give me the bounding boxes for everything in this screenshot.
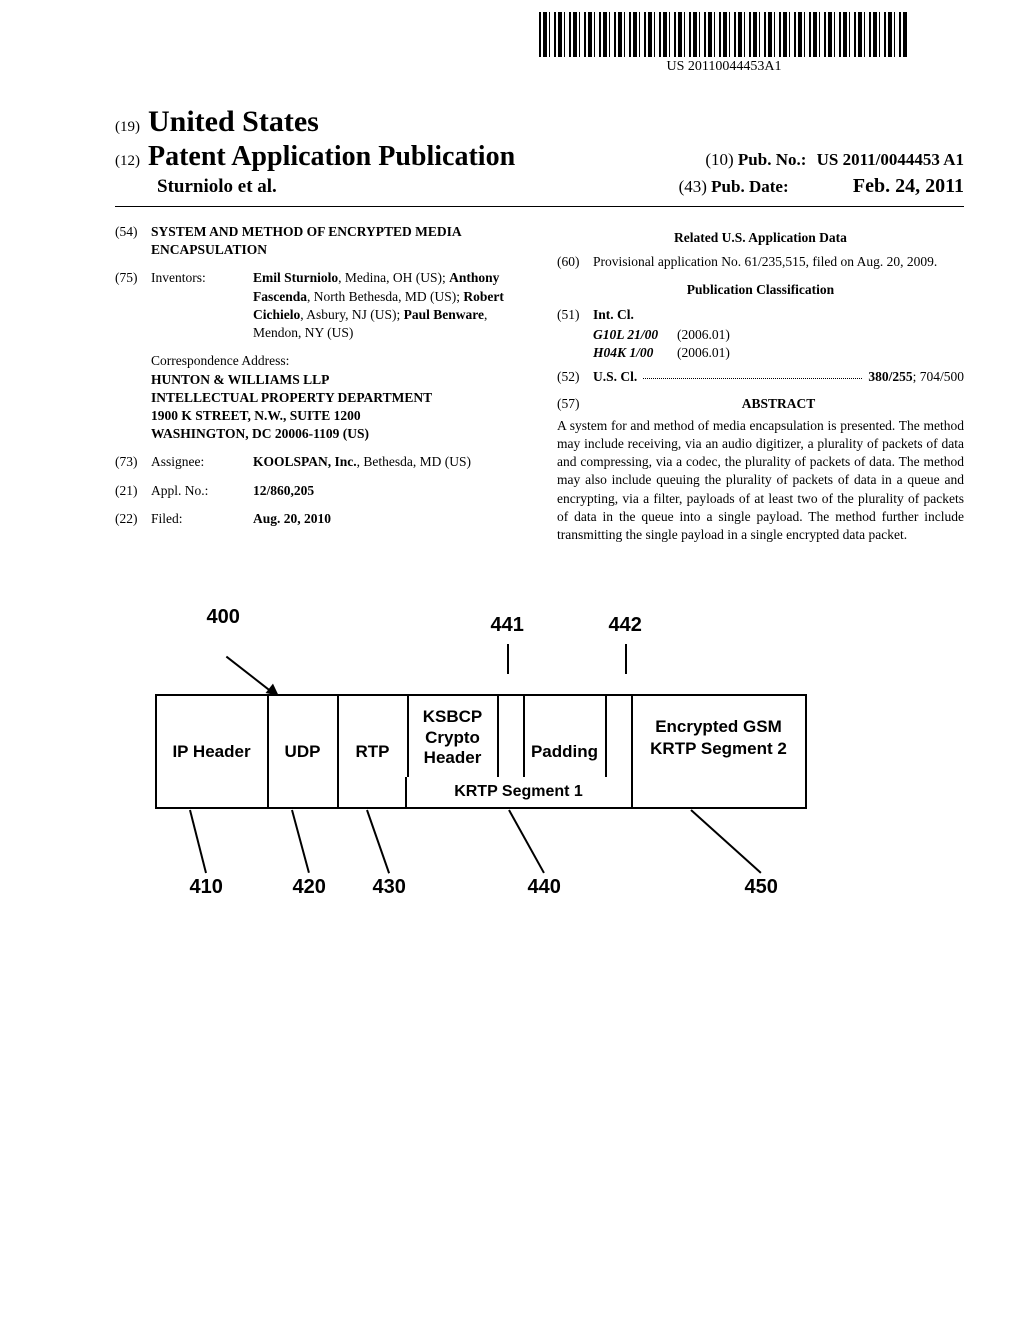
intcl-1-ver: (2006.01) [677, 326, 730, 344]
pub-no-label: Pub. No.: [738, 150, 806, 169]
lead-line-2 [366, 810, 390, 874]
header: (19) United States (12) Patent Applicati… [115, 105, 964, 207]
appl-no: 12/860,205 [253, 482, 522, 500]
lead-line-1 [291, 810, 310, 874]
corr-1: HUNTON & WILLIAMS LLP [151, 371, 522, 389]
appl-label: Appl. No.: [151, 482, 253, 500]
packet-box-2: RTP [339, 696, 409, 807]
filed-code: (22) [115, 510, 151, 528]
pub-date-line: (43) Pub. Date: Feb. 24, 2011 [679, 175, 964, 198]
authors: Sturniolo et al. [115, 176, 277, 198]
tick-442 [625, 644, 627, 674]
intcl-label: Int. Cl. [593, 306, 634, 324]
fig-label-441: 441 [491, 614, 524, 637]
pub-date: Feb. 24, 2011 [853, 175, 964, 197]
packet-box-0: IP Header [157, 696, 269, 807]
figure-wrap: 400 441 442 IP HeaderUDPRTPKSBCP Crypto … [115, 614, 964, 924]
lead-line-0 [189, 810, 207, 873]
intcl-2-ver: (2006.01) [677, 344, 730, 362]
lead-line-3 [508, 810, 545, 874]
assignee-label: Assignee: [151, 453, 253, 471]
right-col: Related U.S. Application Data (60) Provi… [557, 223, 964, 544]
assignee-code: (73) [115, 453, 151, 471]
lead-line-4 [690, 810, 761, 874]
tick-441 [507, 644, 509, 674]
intcl-1: G10L 21/00 [557, 326, 677, 344]
related-code: (60) [557, 253, 593, 271]
uscl-values: 380/255; 704/500 [868, 368, 964, 386]
appl-code: (21) [115, 482, 151, 500]
pub-type-line: (12) Patent Application Publication [115, 141, 515, 173]
fig-label-440: 440 [528, 876, 561, 899]
pub-date-label: Pub. Date: [711, 177, 788, 196]
pub-type: Patent Application Publication [148, 141, 515, 172]
krtp-seg1-label: KRTP Segment 1 [454, 783, 583, 801]
uscl-code: (52) [557, 368, 593, 386]
fig-label-400: 400 [207, 606, 240, 629]
correspondence: Correspondence Address: HUNTON & WILLIAM… [151, 352, 522, 443]
uscl-bold: 380/255 [868, 369, 912, 384]
pub-no-line: (10) Pub. No.: US 2011/0044453 A1 [705, 150, 964, 170]
pub-no: US 2011/0044453 A1 [817, 150, 964, 169]
corr-3: 1900 K STREET, N.W., SUITE 1200 [151, 407, 522, 425]
fig-label-410: 410 [190, 876, 223, 899]
figure: 400 441 442 IP HeaderUDPRTPKSBCP Crypto … [155, 614, 955, 924]
fig-label-430: 430 [373, 876, 406, 899]
inventors-body: Emil Sturniolo, Medina, OH (US); Anthony… [253, 269, 522, 342]
abstract-heading: ABSTRACT [593, 395, 964, 413]
corr-4: WASHINGTON, DC 20006-1109 (US) [151, 425, 522, 443]
title-code: (54) [115, 223, 151, 259]
packet-box-1: UDP [269, 696, 339, 807]
inventors-code: (75) [115, 269, 151, 342]
uscl-rest: ; 704/500 [913, 369, 964, 384]
inventors-label: Inventors: [151, 269, 253, 342]
barcode-text: US 20110044453A1 [539, 59, 909, 75]
classification-heading: Publication Classification [557, 281, 964, 299]
uscl-dots [643, 364, 862, 378]
intcl-2: H04K 1/00 [557, 344, 677, 362]
packet-box-3: KSBCP Crypto Header [409, 696, 499, 779]
corr-label: Correspondence Address: [151, 352, 522, 370]
left-col: (54) SYSTEM AND METHOD OF ENCRYPTED MEDI… [115, 223, 522, 544]
fig-label-450: 450 [745, 876, 778, 899]
abstract-code: (57) [557, 395, 593, 413]
fig-label-442: 442 [609, 614, 642, 637]
corr-2: INTELLECTUAL PROPERTY DEPARTMENT [151, 389, 522, 407]
related-body: Provisional application No. 61/235,515, … [593, 253, 964, 271]
packet-box-7: Encrypted GSM KRTP Segment 2 [633, 696, 805, 779]
divider [115, 206, 964, 207]
country: United States [148, 105, 319, 138]
pub-no-code: (10) [705, 150, 733, 169]
columns: (54) SYSTEM AND METHOD OF ENCRYPTED MEDI… [115, 223, 964, 544]
uscl-label: U.S. Cl. [593, 368, 637, 386]
krtp-seg1: KRTP Segment 1 [405, 777, 633, 809]
country-code: (19) [115, 119, 140, 135]
inventors-names: Emil Sturniolo, Medina, OH (US); Anthony… [253, 270, 504, 340]
filed-date: Aug. 20, 2010 [253, 510, 522, 528]
pub-code: (12) [115, 153, 140, 169]
pub-date-code: (43) [679, 177, 707, 196]
invention-title: SYSTEM AND METHOD OF ENCRYPTED MEDIA ENC… [151, 223, 522, 259]
abstract-body: A system for and method of media encapsu… [557, 417, 964, 545]
assignee-body: KOOLSPAN, Inc., Bethesda, MD (US) [253, 453, 522, 471]
related-heading: Related U.S. Application Data [557, 229, 964, 247]
fig-label-420: 420 [293, 876, 326, 899]
filed-label: Filed: [151, 510, 253, 528]
barcode-block: US 20110044453A1 [539, 12, 909, 75]
barcode [539, 12, 909, 57]
intcl-code: (51) [557, 306, 593, 324]
